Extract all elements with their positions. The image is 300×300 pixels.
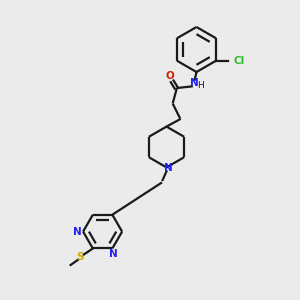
Text: Cl: Cl [234, 56, 245, 66]
Text: N: N [109, 249, 117, 259]
Text: H: H [197, 81, 204, 90]
Text: N: N [190, 78, 199, 88]
Text: N: N [164, 163, 173, 173]
Text: N: N [73, 226, 82, 237]
Text: O: O [166, 71, 175, 81]
Text: S: S [76, 252, 84, 262]
